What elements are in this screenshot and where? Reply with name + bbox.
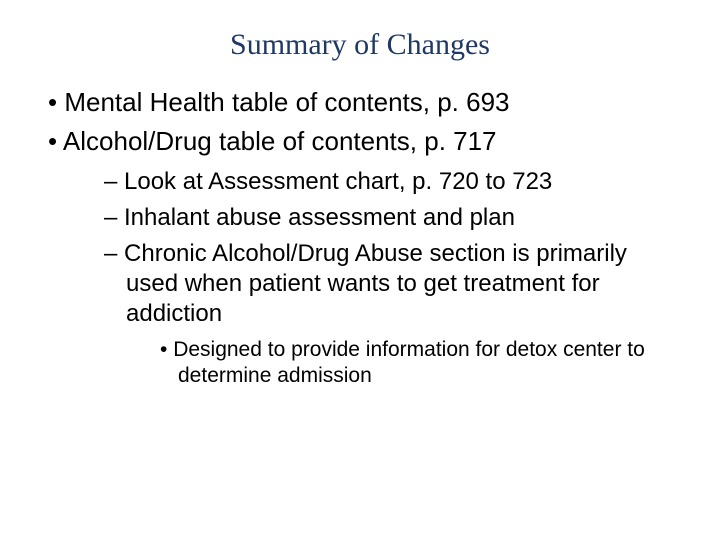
bullet-list-level1: Mental Health table of contents, p. 693 … xyxy=(48,86,680,390)
list-item: Designed to provide information for deto… xyxy=(160,337,680,390)
list-item-text: Chronic Alcohol/Drug Abuse section is pr… xyxy=(124,240,627,327)
list-item: Alcohol/Drug table of contents, p. 717 L… xyxy=(48,125,680,390)
bullet-list-level2: Look at Assessment chart, p. 720 to 723 … xyxy=(104,167,680,390)
list-item: Mental Health table of contents, p. 693 xyxy=(48,86,680,119)
list-item: Inhalant abuse assessment and plan xyxy=(104,203,680,233)
list-item: Look at Assessment chart, p. 720 to 723 xyxy=(104,167,680,197)
slide: Summary of Changes Mental Health table o… xyxy=(0,0,720,540)
bullet-list-level3: Designed to provide information for deto… xyxy=(160,337,680,390)
slide-title: Summary of Changes xyxy=(40,28,680,62)
list-item-text: Alcohol/Drug table of contents, p. 717 xyxy=(63,126,497,156)
list-item: Chronic Alcohol/Drug Abuse section is pr… xyxy=(104,239,680,390)
